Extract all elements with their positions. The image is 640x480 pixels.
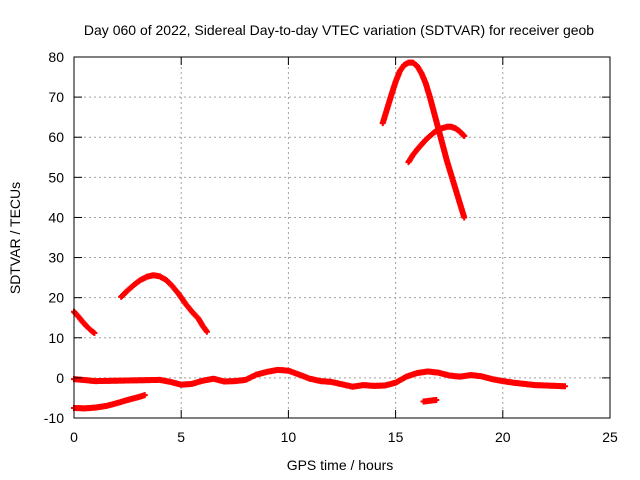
y-tick-label: 50 <box>48 169 64 185</box>
x-tick-label: 20 <box>495 429 511 445</box>
y-tick-label: 0 <box>56 370 64 386</box>
x-tick-label: 15 <box>388 429 404 445</box>
x-axis-label: GPS time / hours <box>287 457 394 473</box>
y-tick-label: 40 <box>48 209 64 225</box>
data-point <box>203 328 210 335</box>
y-tick-label: 70 <box>48 89 64 105</box>
x-tick-label: 25 <box>602 429 618 445</box>
y-axis-label: SDTVAR / TECUs <box>7 182 23 294</box>
data-series-6 <box>405 123 468 166</box>
y-tick-label: 20 <box>48 290 64 306</box>
data-point <box>461 133 468 140</box>
y-tick-label: -10 <box>44 410 64 426</box>
data-point <box>461 214 468 221</box>
grid-lines <box>74 57 610 418</box>
data-point <box>91 329 98 336</box>
data-series-1 <box>71 392 148 412</box>
data-point <box>433 396 440 403</box>
y-tick-label: 80 <box>48 49 64 65</box>
chart-title: Day 060 of 2022, Sidereal Day-to-day VTE… <box>84 22 594 38</box>
y-tick-label: 60 <box>48 129 64 145</box>
data-series-0 <box>71 308 98 336</box>
axis-ticks <box>73 56 611 419</box>
data-series-5 <box>379 59 468 221</box>
tick-labels: 0 5 10 15 20 25 -10 0 10 20 30 40 50 60 70 80 <box>44 49 618 445</box>
data-points <box>71 59 568 412</box>
data-point <box>561 383 568 390</box>
data-series-3 <box>71 366 568 390</box>
x-tick-label: 5 <box>177 429 185 445</box>
plot-frame <box>73 56 611 419</box>
x-tick-label: 10 <box>281 429 297 445</box>
x-tick-label: 0 <box>70 429 78 445</box>
data-series-4 <box>420 396 440 405</box>
y-tick-label: 30 <box>48 250 64 266</box>
data-point <box>141 392 148 399</box>
data-series-2 <box>118 272 210 335</box>
y-tick-label: 10 <box>48 330 64 346</box>
